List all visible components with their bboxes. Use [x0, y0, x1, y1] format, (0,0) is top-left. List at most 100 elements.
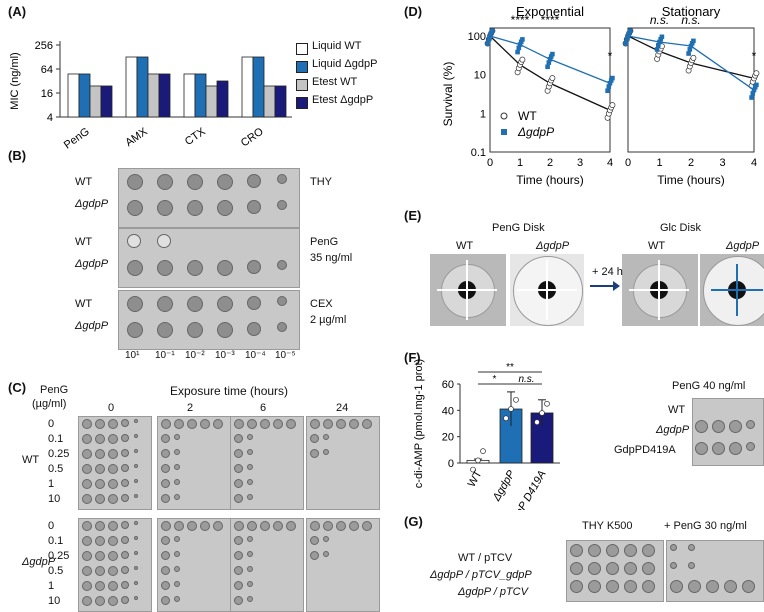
spot: [310, 449, 319, 458]
zone-arrows: [517, 260, 577, 320]
data-point: [488, 30, 494, 36]
y-tick-label: 256: [35, 40, 53, 52]
series-line: [489, 35, 611, 84]
spot: [127, 174, 143, 190]
spot: [670, 544, 677, 551]
spot: [187, 296, 203, 312]
condition-label-2: 35 ng/ml: [310, 252, 353, 264]
data-point: [549, 75, 556, 82]
spot: [712, 420, 725, 433]
strain-label: WT: [75, 236, 93, 248]
spot: [588, 544, 601, 557]
spot: [273, 419, 283, 429]
spot: [606, 580, 619, 593]
data-point: [519, 56, 526, 63]
spot: [187, 200, 203, 216]
peng-label: PenG: [40, 384, 69, 396]
spot: [108, 581, 118, 591]
row-label: ΔgdpP / pTCV: [458, 586, 528, 598]
spot: [134, 464, 138, 468]
spot: [134, 449, 138, 453]
spot: [217, 260, 233, 276]
spot: [200, 419, 210, 429]
x-tick-label: 2: [547, 157, 553, 169]
spot: [134, 494, 138, 498]
spot: [234, 566, 243, 575]
plate-row-label: GdpPD419A: [614, 444, 676, 456]
spot: [174, 464, 180, 470]
condition-label: PenG: [310, 236, 339, 248]
spot: [161, 536, 170, 545]
data-point: [654, 47, 660, 52]
spot: [606, 562, 619, 575]
data-point: [628, 28, 633, 34]
spot: [277, 174, 287, 184]
data-point: [516, 45, 522, 51]
series-line: [627, 35, 755, 80]
spot: [247, 449, 253, 455]
spot: [234, 419, 244, 429]
spot: [670, 562, 677, 569]
bar: [100, 85, 113, 118]
data-point: [485, 41, 490, 46]
bar: [125, 56, 138, 118]
strain-label: ΔgdpP: [22, 556, 56, 568]
y-tick-label: 20: [442, 432, 454, 444]
spot: [277, 200, 287, 210]
spot: [323, 419, 333, 429]
conc-label: 0.5: [48, 463, 64, 475]
spot: [134, 581, 138, 585]
time-label: 6: [260, 402, 267, 414]
data-point: [515, 49, 520, 55]
data-point: [508, 406, 514, 412]
spot: [95, 521, 105, 531]
legend-label: ΔgdpP: [517, 125, 554, 139]
spot: [108, 479, 118, 489]
legend-label: Etest ΔgdpP: [312, 94, 374, 106]
bar: [252, 56, 265, 118]
spot-plate: [306, 416, 380, 510]
panel-label-f: (F): [404, 350, 421, 365]
spot: [234, 479, 243, 488]
x-tick-label: 3: [719, 157, 725, 169]
category-label: CRO: [239, 125, 266, 149]
data-point: [520, 37, 525, 42]
dilution-label: 10⁻³: [215, 350, 235, 361]
spot: [234, 551, 243, 560]
row-label: ΔgdpP / pTCV_gdpP: [430, 569, 532, 581]
time-label: 2: [187, 402, 194, 414]
spot: [234, 536, 243, 545]
spot: [729, 442, 742, 455]
spot-plate: [157, 416, 231, 510]
spot: [642, 544, 655, 557]
significance-annotation: *: [608, 49, 613, 63]
spot: [121, 551, 129, 559]
spot-plate: [230, 416, 304, 510]
spot: [247, 494, 253, 500]
data-point: [547, 56, 553, 62]
spot: [174, 449, 180, 455]
spot: [277, 260, 287, 270]
spot: [688, 562, 695, 569]
spot: [157, 174, 173, 190]
bar: [263, 85, 276, 118]
data-point: [691, 38, 696, 44]
significance-annotation: n.s.: [650, 13, 669, 27]
legend-label: Liquid WT: [312, 40, 362, 52]
spot: [174, 434, 180, 440]
legend-marker: [501, 129, 507, 135]
x-axis-label: Time (hours): [657, 173, 725, 187]
significance-annotation: n.s.: [681, 13, 700, 27]
spot: [82, 536, 92, 546]
data-point: [606, 84, 612, 89]
significance-annotation: ****: [541, 13, 560, 27]
spot: [234, 434, 243, 443]
x-tick-label: 1: [656, 157, 662, 169]
spot: [706, 580, 719, 593]
disk-image: [510, 254, 584, 326]
data-point: [550, 51, 555, 57]
spot: [187, 521, 197, 531]
category-label: WT: [466, 468, 485, 489]
bar: [67, 73, 80, 118]
spot: [121, 464, 129, 472]
